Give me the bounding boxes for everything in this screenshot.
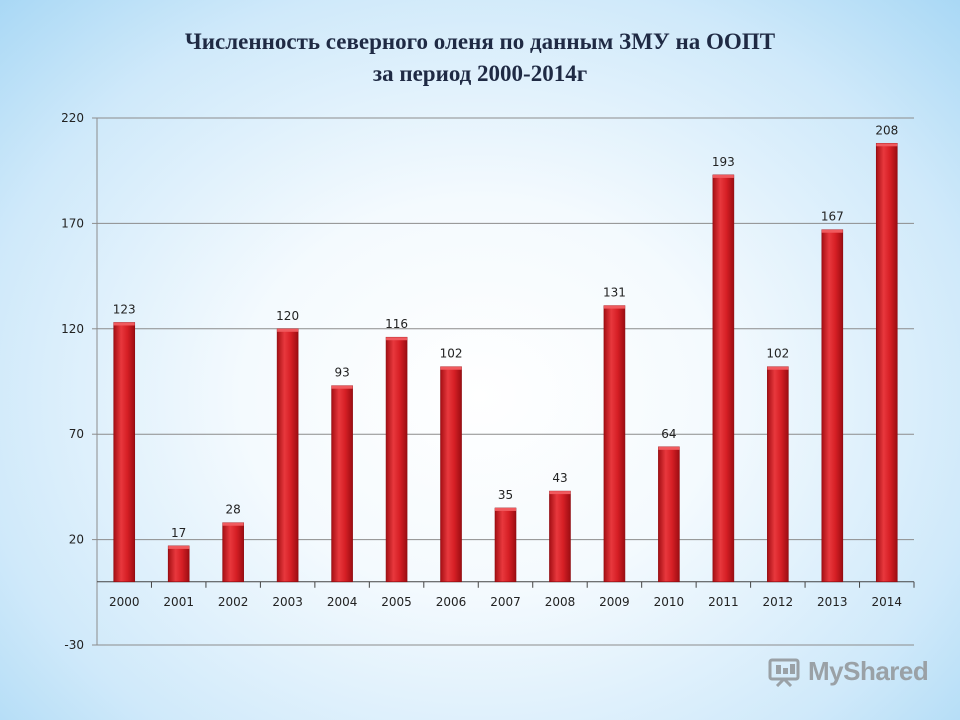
bar-top-2013 — [821, 229, 843, 233]
data-label-2008: 43 — [552, 471, 567, 485]
bar-top-2009 — [603, 305, 625, 309]
x-tick-label-2012: 2012 — [763, 595, 794, 609]
bar-top-2010 — [658, 446, 680, 450]
bar-2010 — [658, 446, 680, 583]
bar-2005 — [385, 336, 408, 583]
x-tick-label-2007: 2007 — [490, 595, 521, 609]
data-label-2011: 193 — [712, 155, 735, 169]
bar-top-2005 — [386, 337, 408, 341]
data-label-2006: 102 — [440, 347, 463, 361]
data-label-2004: 93 — [334, 366, 349, 380]
bar-top-2014 — [876, 143, 898, 147]
data-label-2005: 116 — [385, 317, 408, 331]
bar-2012 — [767, 366, 789, 583]
bar-top-2003 — [277, 328, 299, 332]
x-tick-label-2010: 2010 — [654, 595, 685, 609]
bar-top-2008 — [549, 491, 571, 495]
x-tick-label-2009: 2009 — [599, 595, 630, 609]
bar-2001 — [167, 545, 190, 583]
bar-2004 — [331, 385, 353, 583]
chart-title-line-2: за период 2000-2014г — [372, 61, 588, 86]
x-tick-label-2014: 2014 — [871, 595, 902, 609]
data-label-2013: 167 — [821, 210, 844, 224]
chart-title: Численность северного оленя по данным ЗМ… — [0, 26, 960, 90]
bar-2003 — [276, 328, 299, 583]
y-tick-label-0: -30 — [64, 638, 84, 652]
data-label-2014: 208 — [875, 123, 898, 137]
bar-top-2004 — [331, 385, 353, 389]
x-tick-label-2006: 2006 — [436, 595, 467, 609]
bar-top-2000 — [113, 322, 135, 326]
bar-2011 — [712, 174, 735, 583]
watermark: MyShared — [768, 656, 929, 687]
x-tick-label-2004: 2004 — [327, 595, 358, 609]
bar-2009 — [603, 305, 626, 583]
bar-2008 — [549, 490, 571, 583]
x-tick-label-2001: 2001 — [163, 595, 194, 609]
data-label-2012: 102 — [766, 347, 789, 361]
x-tick-label-2000: 2000 — [109, 595, 140, 609]
labels: -30 20 70 120 170 220 123 2000 17 2001 28 2002 120 20… — [61, 111, 902, 652]
bar-2002 — [222, 522, 244, 583]
bar-top-2006 — [440, 366, 462, 370]
y-tick-label-3: 120 — [61, 322, 84, 336]
x-tick-label-2005: 2005 — [381, 595, 412, 609]
bar-top-2007 — [495, 507, 516, 511]
data-label-2003: 120 — [276, 309, 299, 323]
x-tick-label-2008: 2008 — [545, 595, 576, 609]
bar-2013 — [821, 229, 844, 583]
watermark-text: MyShared — [808, 656, 929, 686]
data-label-2001: 17 — [171, 526, 186, 540]
y-tick-label-5: 220 — [61, 111, 84, 125]
bar-2006 — [440, 366, 462, 583]
bar-2014 — [875, 142, 898, 583]
data-label-2002: 28 — [226, 503, 241, 517]
x-tick-label-2002: 2002 — [218, 595, 249, 609]
bar-top-2012 — [767, 366, 789, 370]
x-tick-label-2011: 2011 — [708, 595, 739, 609]
y-tick-label-1: 20 — [69, 533, 84, 547]
bar-top-2002 — [222, 522, 244, 526]
y-tick-label-4: 170 — [61, 216, 84, 230]
bar-top-2001 — [168, 545, 190, 549]
data-label-2007: 35 — [498, 488, 513, 502]
x-tick-label-2013: 2013 — [817, 595, 848, 609]
data-label-2009: 131 — [603, 286, 626, 300]
presentation-board-icon — [768, 658, 800, 687]
bar-2007 — [494, 507, 517, 583]
data-label-2000: 123 — [113, 302, 136, 316]
y-tick-label-2: 70 — [69, 427, 84, 441]
x-tick-label-2003: 2003 — [272, 595, 303, 609]
bar-top-2011 — [712, 174, 734, 178]
data-label-2010: 64 — [661, 427, 676, 441]
bars — [113, 142, 898, 583]
chart-title-line-1: Численность северного оленя по данным ЗМ… — [184, 29, 776, 54]
bar-2000 — [113, 322, 136, 583]
